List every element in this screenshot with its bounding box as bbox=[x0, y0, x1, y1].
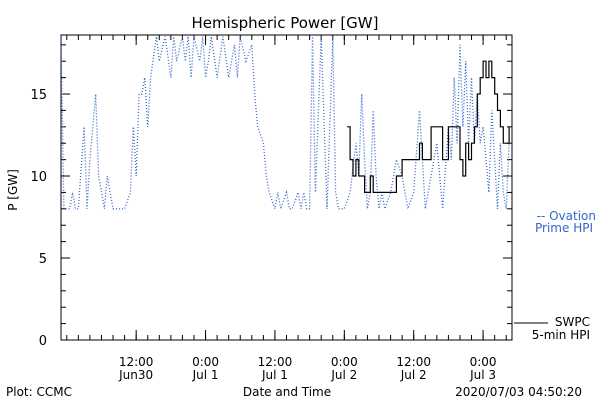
y-tick-label: 10 bbox=[30, 170, 47, 185]
legend-swpc-line1: SWPC bbox=[555, 315, 590, 329]
chart-title: Hemispheric Power [GW] bbox=[192, 14, 379, 32]
x-tick-label-date: Jul 2 bbox=[330, 368, 357, 382]
ovation-hpi-line bbox=[60, 36, 510, 212]
y-axis-label: P [GW] bbox=[6, 169, 20, 211]
x-tick-label-date: Jun30 bbox=[118, 368, 153, 382]
x-tick-label-time: 0:00 bbox=[192, 355, 219, 369]
y-tick-label: 15 bbox=[30, 88, 47, 103]
legend-ovation-line2: Prime HPI bbox=[535, 221, 593, 235]
x-tick-label-date: Jul 1 bbox=[192, 368, 219, 382]
plot-credit: Plot: CCMC bbox=[6, 385, 72, 399]
x-tick-label-date: Jul 1 bbox=[261, 368, 288, 382]
plot-timestamp: 2020/07/03 04:50:20 bbox=[455, 385, 582, 399]
y-tick-label: 5 bbox=[39, 252, 47, 267]
x-tick-label-time: 12:00 bbox=[396, 355, 431, 369]
x-tick-label-date: Jul 2 bbox=[400, 368, 427, 382]
x-axis-label: Date and Time bbox=[243, 385, 331, 399]
series-layer bbox=[60, 36, 510, 212]
plot-frame bbox=[60, 34, 513, 341]
x-tick-label-time: 0:00 bbox=[331, 355, 358, 369]
swpc-hpi-line bbox=[347, 60, 510, 193]
legend-swpc-line2: 5-min HPI bbox=[532, 328, 590, 342]
x-tick-label-time: 0:00 bbox=[470, 355, 497, 369]
y-axis: 0 5 10 15 bbox=[30, 44, 512, 349]
x-tick-label-time: 12:00 bbox=[119, 355, 154, 369]
y-tick-label: 0 bbox=[39, 334, 47, 349]
x-tick-label-time: 12:00 bbox=[258, 355, 293, 369]
legend-ovation-line1: -- Ovation bbox=[537, 209, 596, 223]
x-tick-label-date: Jul 3 bbox=[469, 368, 496, 382]
